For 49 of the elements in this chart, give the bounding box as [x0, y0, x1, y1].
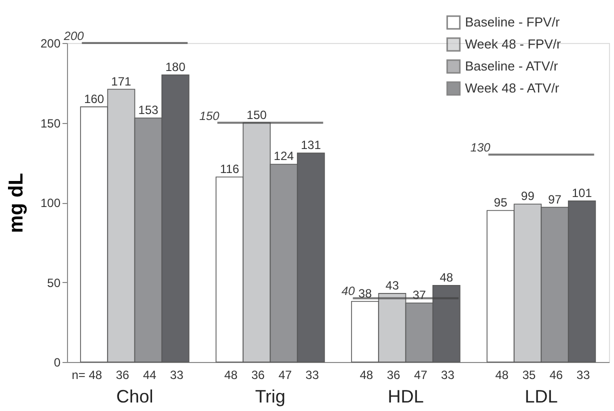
legend-label: Week 48 - FPV/r: [465, 36, 562, 52]
y-tick-label: 0: [54, 356, 61, 370]
ref-line-label: 200: [62, 29, 84, 43]
text: 33: [576, 368, 590, 382]
text: 35: [522, 368, 536, 382]
text: 47: [278, 368, 292, 382]
text: 33: [441, 368, 455, 382]
y-tick-label: 200: [40, 36, 61, 50]
text: 48: [360, 368, 374, 382]
ref-line-label: 130: [470, 140, 491, 155]
data-label: 95: [494, 195, 508, 210]
text: 33: [170, 368, 184, 382]
text: 33: [306, 368, 320, 382]
data-label: 48: [440, 270, 454, 284]
text: 44: [142, 368, 157, 382]
data-label: 160: [84, 92, 104, 106]
text: 36: [251, 368, 266, 382]
ref-line-label: 150: [199, 108, 220, 123]
text: 47: [414, 368, 428, 382]
data-label: 153: [138, 102, 159, 117]
text: 46: [549, 368, 564, 382]
data-label: 116: [220, 162, 240, 176]
text: 36: [116, 368, 130, 382]
text: 48: [224, 368, 238, 382]
legend-label: Week 48 - ATV/r: [465, 80, 560, 96]
data-label: 124: [274, 149, 294, 164]
text: n= 48: [72, 368, 102, 382]
data-label: 99: [521, 189, 535, 204]
y-tick-label: 100: [40, 196, 61, 210]
x-tick-label: Chol: [116, 386, 154, 406]
data-label: 97: [548, 192, 562, 206]
data-label: 180: [165, 60, 186, 74]
data-label: 38: [358, 286, 372, 300]
x-tick-label: LDL: [524, 386, 558, 406]
data-label: 171: [111, 74, 132, 88]
y-tick-label: 150: [40, 116, 61, 130]
text: 36: [386, 368, 401, 382]
ref-line-label: 40: [341, 284, 356, 298]
x-tick-label: Trig: [255, 386, 286, 406]
legend-label: Baseline - FPV/r: [465, 14, 560, 30]
legend-label: Baseline - ATV/r: [465, 58, 559, 74]
data-label: 150: [246, 108, 268, 122]
y-axis-title: mg dL: [5, 173, 28, 233]
text: 48: [495, 368, 509, 382]
data-label: 43: [386, 278, 400, 292]
data-label: 101: [572, 186, 592, 200]
y-tick-label: 50: [47, 276, 61, 290]
data-label: 131: [300, 138, 322, 152]
x-tick-label: HDL: [388, 386, 424, 406]
